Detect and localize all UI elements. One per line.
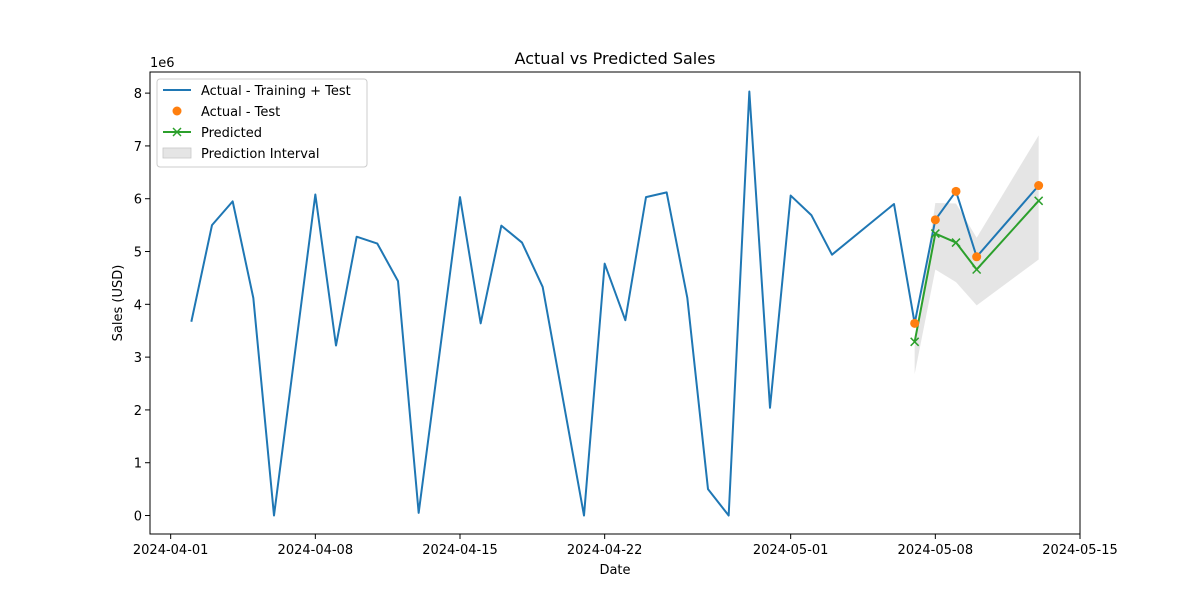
y-axis-label: Sales (USD) bbox=[111, 265, 126, 342]
y-tick-label: 8 bbox=[134, 87, 142, 102]
test-point bbox=[910, 318, 920, 328]
predicted-marker-stroke bbox=[930, 229, 940, 239]
test-point bbox=[972, 252, 982, 262]
legend: Actual - Training + Test Actual - Test Pre… bbox=[156, 78, 368, 168]
legend-item: Predicted bbox=[163, 126, 262, 141]
legend-label: Actual - Training + Test bbox=[201, 84, 351, 99]
x-axis-label: Date bbox=[599, 563, 630, 578]
legend-label: Predicted bbox=[201, 126, 262, 141]
legend-swatch-band bbox=[162, 147, 192, 159]
x-tick-label: 2024-05-08 bbox=[898, 543, 974, 558]
y-offset-label: 1e6 bbox=[150, 56, 175, 71]
plot-frame bbox=[149, 71, 1081, 535]
plot-area bbox=[190, 90, 1044, 517]
legend-item: Prediction Interval bbox=[162, 147, 320, 162]
chart-title: Actual vs Predicted Sales bbox=[515, 49, 716, 68]
legend-swatch-dot bbox=[172, 106, 182, 116]
predicted-point bbox=[972, 264, 982, 275]
legend-label: Actual - Test bbox=[201, 105, 280, 120]
legend-label: Prediction Interval bbox=[201, 147, 320, 162]
y-tick-label: 6 bbox=[134, 193, 142, 208]
legend-item: Actual - Training + Test bbox=[163, 84, 351, 99]
y-tick-label: 2 bbox=[134, 404, 142, 419]
legend-box bbox=[156, 78, 368, 168]
x-tick-label: 2024-04-15 bbox=[422, 543, 498, 558]
predicted-point bbox=[930, 229, 940, 239]
y-tick-label: 7 bbox=[134, 140, 142, 155]
predicted-marker-stroke bbox=[951, 238, 961, 248]
actual-series-line bbox=[190, 90, 1040, 517]
predicted-marker-stroke bbox=[972, 264, 982, 275]
predicted-point bbox=[951, 238, 961, 248]
x-tick-label: 2024-04-22 bbox=[567, 543, 643, 558]
x-tick-label: 2024-04-01 bbox=[133, 543, 209, 558]
legend-swatch-x bbox=[172, 127, 182, 137]
predicted-point bbox=[1034, 196, 1044, 206]
y-tick-label: 4 bbox=[134, 298, 142, 313]
test-point bbox=[930, 215, 940, 225]
axis-ticks: 2024-04-01 2024-04-08 2024-04-15 2024-04-22… bbox=[133, 87, 1118, 558]
predicted-point bbox=[910, 337, 920, 347]
test-point bbox=[1034, 181, 1044, 191]
y-tick-label: 1 bbox=[134, 457, 142, 472]
predicted-marker-stroke bbox=[1034, 196, 1044, 206]
y-tick-label: 0 bbox=[134, 510, 142, 525]
test-point bbox=[951, 186, 961, 196]
y-tick-label: 5 bbox=[134, 246, 142, 261]
y-tick-label: 3 bbox=[134, 351, 142, 366]
x-tick-label: 2024-05-01 bbox=[753, 543, 829, 558]
x-tick-label: 2024-04-08 bbox=[278, 543, 354, 558]
x-tick-label: 2024-05-15 bbox=[1042, 543, 1118, 558]
legend-item: Actual - Test bbox=[172, 105, 280, 120]
predicted-marker-stroke bbox=[910, 337, 920, 347]
